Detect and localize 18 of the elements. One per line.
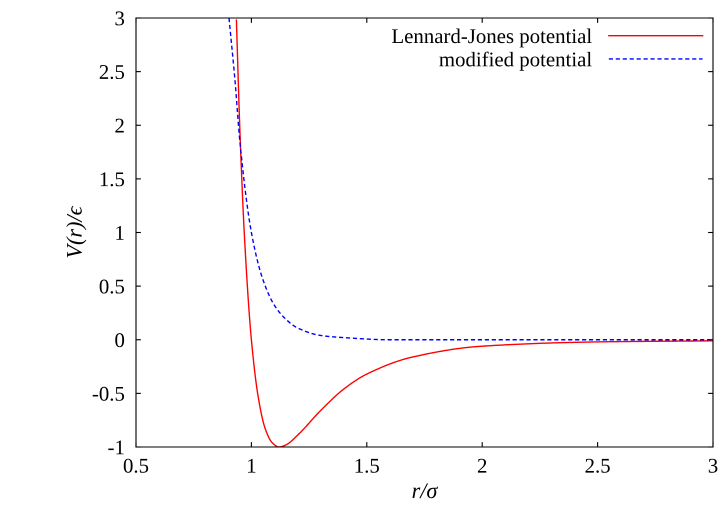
legend-label: Lennard-Jones potential [392, 28, 592, 48]
x-tick-label: 2 [478, 458, 486, 473]
legend-label: modified potential [439, 52, 592, 71]
y-tick-label: 2.5 [100, 65, 124, 80]
x-tick-label: 1.5 [356, 458, 380, 473]
x-tick-label: 2.5 [585, 458, 610, 473]
x-tick-label: 1 [248, 458, 256, 473]
y-axis-title: V(r)/ϵ [66, 206, 86, 258]
y-tick-label: -0.5 [92, 386, 124, 401]
x-tick-label: 3 [708, 458, 718, 473]
y-tick-label: 0.5 [100, 280, 124, 294]
y-tick-label: 0 [115, 333, 124, 348]
y-tick-label: 1 [116, 226, 124, 240]
y-tick-label: 2 [115, 118, 124, 132]
y-tick-label: 3 [115, 11, 124, 26]
y-tick-label: -1 [108, 440, 124, 454]
y-tick-label: 1.5 [100, 172, 124, 186]
x-axis-title: r/σ [412, 483, 438, 498]
